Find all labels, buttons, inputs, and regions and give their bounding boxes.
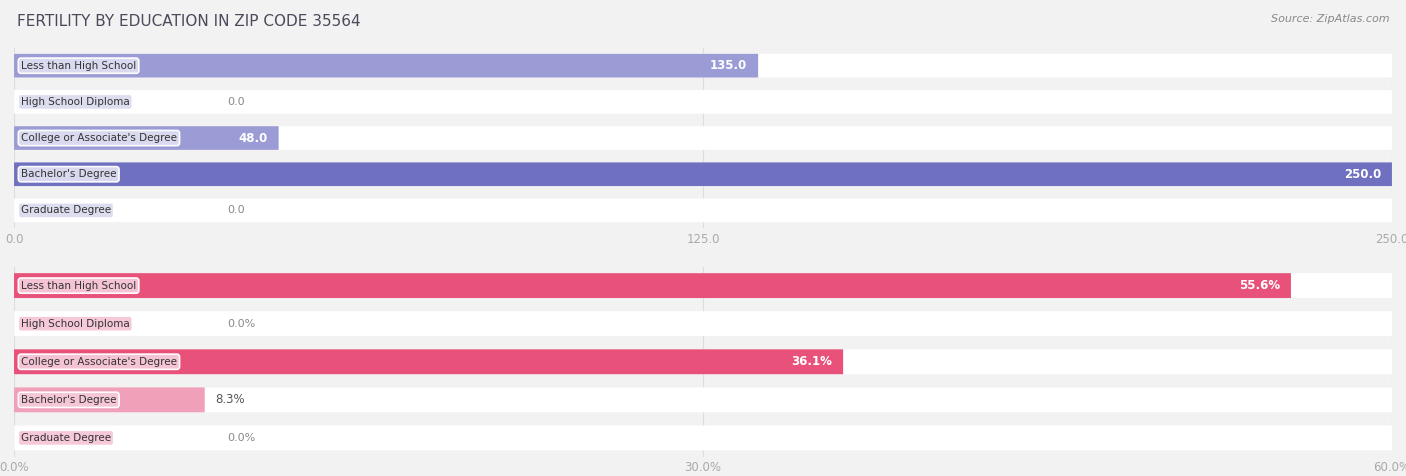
FancyBboxPatch shape <box>14 162 1392 186</box>
Text: 135.0: 135.0 <box>710 59 747 72</box>
Text: Graduate Degree: Graduate Degree <box>21 433 111 443</box>
FancyBboxPatch shape <box>14 349 844 374</box>
Text: 48.0: 48.0 <box>239 131 267 145</box>
FancyBboxPatch shape <box>14 273 1392 298</box>
FancyBboxPatch shape <box>14 54 758 78</box>
Text: High School Diploma: High School Diploma <box>21 318 129 329</box>
Text: 0.0: 0.0 <box>228 97 245 107</box>
Text: 250.0: 250.0 <box>1344 168 1381 181</box>
Text: Less than High School: Less than High School <box>21 60 136 71</box>
Text: 55.6%: 55.6% <box>1239 279 1279 292</box>
FancyBboxPatch shape <box>14 54 1392 78</box>
Text: Source: ZipAtlas.com: Source: ZipAtlas.com <box>1271 14 1389 24</box>
FancyBboxPatch shape <box>14 126 278 150</box>
Text: Bachelor's Degree: Bachelor's Degree <box>21 169 117 179</box>
FancyBboxPatch shape <box>14 387 205 412</box>
Text: 0.0%: 0.0% <box>228 318 256 329</box>
FancyBboxPatch shape <box>14 349 1392 374</box>
Text: Less than High School: Less than High School <box>21 280 136 291</box>
Text: 36.1%: 36.1% <box>792 355 832 368</box>
Text: College or Associate's Degree: College or Associate's Degree <box>21 357 177 367</box>
FancyBboxPatch shape <box>14 311 1392 336</box>
FancyBboxPatch shape <box>14 273 1291 298</box>
FancyBboxPatch shape <box>14 126 1392 150</box>
Text: 8.3%: 8.3% <box>215 393 245 407</box>
Text: High School Diploma: High School Diploma <box>21 97 129 107</box>
Text: College or Associate's Degree: College or Associate's Degree <box>21 133 177 143</box>
Text: 0.0%: 0.0% <box>228 433 256 443</box>
FancyBboxPatch shape <box>14 198 1392 222</box>
Text: Bachelor's Degree: Bachelor's Degree <box>21 395 117 405</box>
Text: 0.0: 0.0 <box>228 205 245 216</box>
FancyBboxPatch shape <box>14 90 1392 114</box>
Text: FERTILITY BY EDUCATION IN ZIP CODE 35564: FERTILITY BY EDUCATION IN ZIP CODE 35564 <box>17 14 360 30</box>
FancyBboxPatch shape <box>14 387 1392 412</box>
FancyBboxPatch shape <box>14 426 1392 450</box>
FancyBboxPatch shape <box>14 162 1392 186</box>
Text: Graduate Degree: Graduate Degree <box>21 205 111 216</box>
